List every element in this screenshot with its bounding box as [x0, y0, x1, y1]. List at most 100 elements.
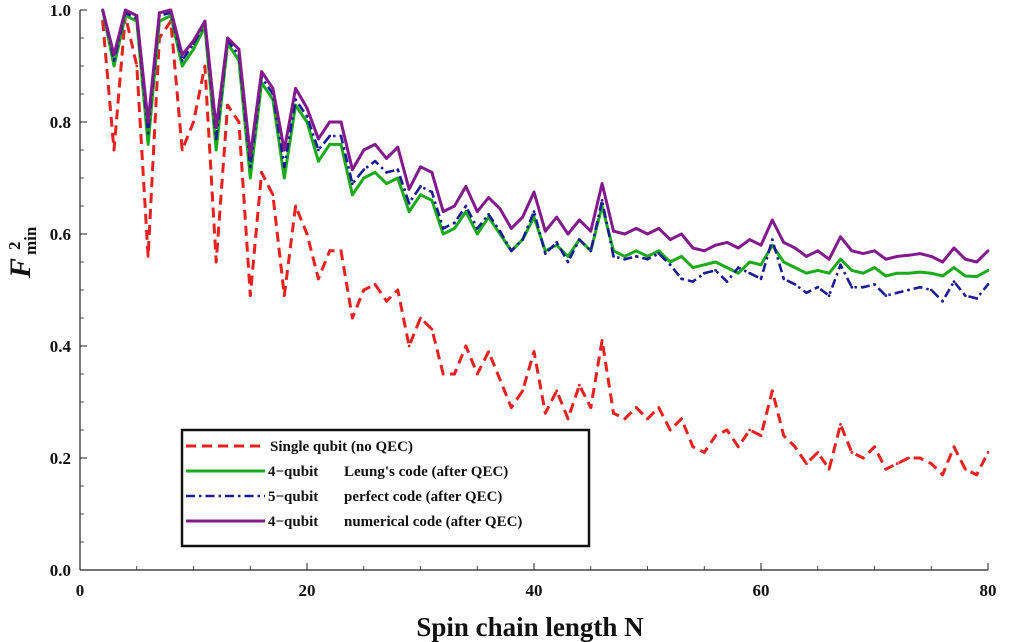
data-point: [509, 227, 513, 230]
x-tick-label: 20: [299, 581, 316, 600]
data-point: [612, 255, 615, 258]
data-point: [918, 252, 922, 256]
data-point: [782, 434, 786, 437]
y-tick-label: 0.8: [50, 113, 71, 132]
data-point: [362, 288, 366, 292]
data-point: [248, 165, 252, 169]
data-point: [895, 462, 899, 465]
data-point: [702, 249, 706, 253]
data-point: [101, 8, 105, 12]
data-point: [907, 288, 910, 292]
data-point: [805, 291, 808, 295]
data-point: [714, 269, 717, 272]
data-point: [385, 171, 388, 174]
legend: Single qubit (no QEC) 4−qubit Leung's code…: [180, 428, 591, 548]
data-point: [816, 285, 820, 289]
data-point: [385, 157, 388, 160]
data-point: [623, 257, 627, 261]
data-point: [555, 389, 559, 393]
data-point: [793, 246, 797, 250]
series-layer: [101, 8, 990, 477]
data-point: [986, 269, 990, 272]
data-point: [146, 131, 150, 135]
data-point: [419, 316, 422, 320]
data-point: [578, 238, 581, 242]
data-point: [748, 238, 752, 242]
data-point: [203, 64, 207, 68]
data-point: [282, 176, 286, 180]
data-point: [714, 260, 717, 264]
data-point: [907, 271, 910, 275]
data-point: [282, 165, 286, 169]
data-point: [850, 451, 854, 454]
data-point: [986, 451, 990, 454]
data-point: [646, 257, 649, 261]
data-point: [328, 143, 332, 146]
data-point: [305, 115, 309, 118]
data-point: [680, 417, 683, 421]
data-point: [543, 411, 547, 415]
data-point: [646, 255, 649, 258]
data-point: [646, 232, 649, 236]
data-point: [339, 134, 343, 138]
data-point: [873, 445, 876, 449]
x-tick-label: 0: [76, 581, 85, 600]
data-point: [589, 406, 593, 409]
data-point: [555, 215, 559, 219]
legend-prefix-numerical: 4−qubit: [268, 514, 318, 530]
data-point: [532, 350, 536, 353]
data-point: [453, 227, 456, 230]
data-point: [226, 103, 230, 107]
data-point: [975, 473, 979, 477]
data-point: [271, 193, 275, 197]
data-point: [873, 283, 876, 286]
data-point: [112, 148, 116, 152]
data-point: [736, 271, 740, 275]
data-point: [112, 53, 116, 57]
data-point: [192, 39, 195, 43]
data-point: [566, 255, 570, 258]
data-point: [623, 417, 627, 421]
data-point: [839, 423, 842, 426]
data-point: [362, 148, 366, 152]
data-point: [248, 294, 252, 297]
x-tick-label: 80: [980, 581, 997, 600]
data-point: [124, 8, 127, 12]
data-point: [759, 277, 763, 281]
data-point: [578, 383, 581, 387]
data-point: [339, 143, 343, 146]
data-point: [214, 148, 218, 152]
data-point: [873, 249, 876, 253]
svg-text:min: min: [21, 226, 40, 255]
data-point: [952, 280, 956, 283]
data-point: [430, 327, 434, 331]
data-point: [770, 389, 774, 393]
data-point: [748, 428, 752, 432]
data-point: [793, 445, 797, 449]
data-point: [464, 185, 468, 188]
series-points-single: [101, 14, 990, 477]
data-point: [385, 299, 388, 303]
data-point: [782, 277, 786, 281]
data-point: [963, 467, 967, 471]
data-point: [736, 266, 740, 269]
data-point: [941, 299, 944, 303]
data-point: [487, 196, 490, 200]
data-point: [986, 283, 990, 286]
y-tick-label: 0.0: [50, 561, 71, 580]
legend-label-leung: Leung's code (after QEC): [344, 464, 508, 480]
data-point: [759, 434, 763, 437]
x-tick-label: 60: [753, 581, 770, 600]
data-point: [180, 148, 184, 152]
data-point: [929, 462, 933, 465]
data-point: [521, 215, 524, 219]
data-point: [748, 260, 752, 264]
data-point: [657, 249, 661, 253]
data-point: [317, 277, 320, 281]
data-point: [861, 456, 865, 460]
data-point: [895, 255, 899, 258]
svg-text:2: 2: [5, 242, 24, 251]
legend-label-perfect: perfect code (after QEC): [344, 489, 502, 505]
data-point: [918, 270, 922, 274]
data-point: [282, 148, 286, 152]
